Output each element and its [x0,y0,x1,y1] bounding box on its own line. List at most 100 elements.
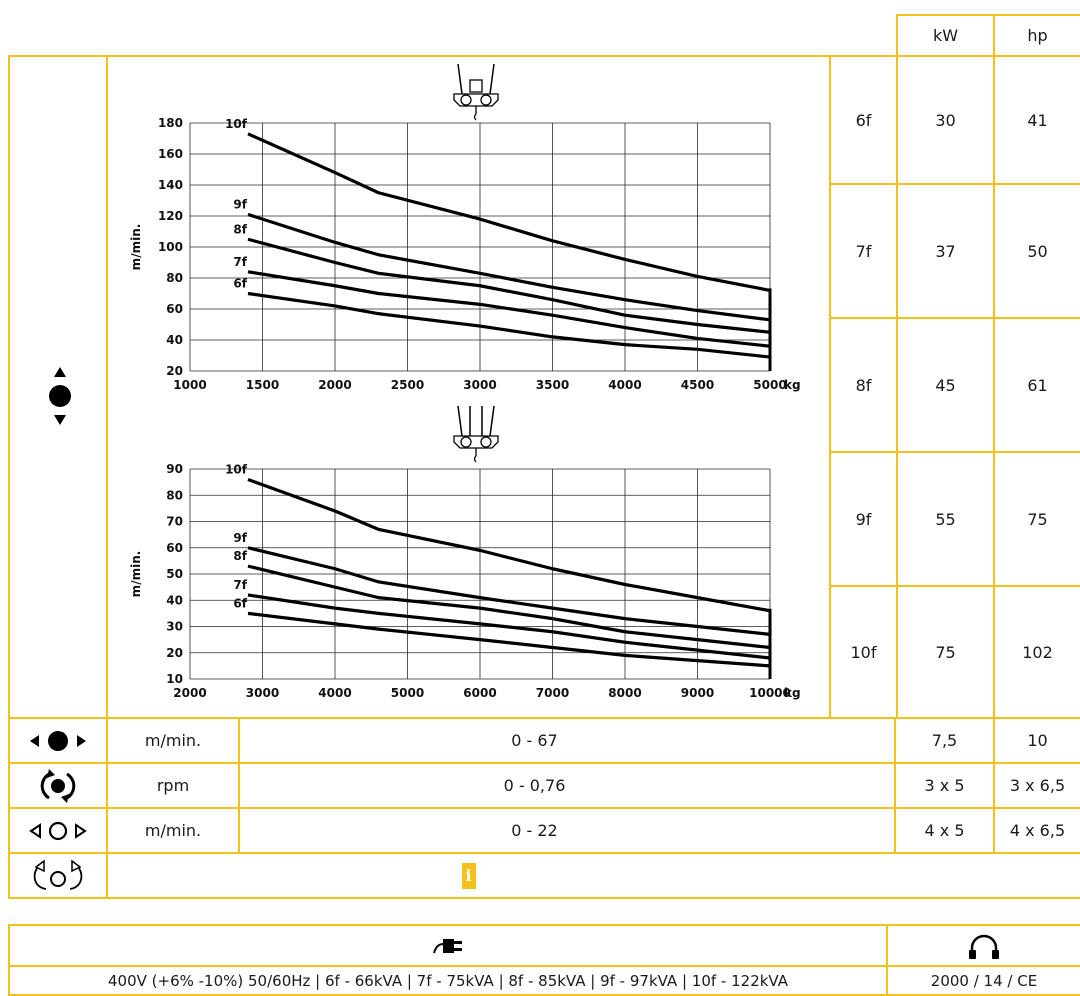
kw-value-8f: 45 [935,375,956,395]
chart-2-fall-reeving: 20 40 60 80 100 120 140 160 180 1000 1500 2000 2500 3… [129,116,801,392]
y-tick-label: 60 [166,541,183,555]
hp-value-10f: 102 [1022,642,1053,662]
y-tick-label: 80 [166,271,183,285]
x-tick-label: 6000 [463,686,496,700]
travel-outline-arrows-icon [10,809,106,852]
series-label-9f: 9f [233,197,247,211]
headphones-icon [888,926,1080,965]
series-line-8f [247,237,771,334]
series-line-9f [247,546,771,636]
row-label-9f: 9f [855,509,872,529]
y-tick-label: 20 [166,364,183,378]
y-tick-label: 140 [158,178,183,192]
series-label-7f: 7f [233,255,247,269]
x-tick-label: 4000 [318,686,351,700]
series-label-8f: 8f [233,549,247,563]
y-axis-label: m/min. [129,551,143,598]
series-label-7f: 7f [233,578,247,592]
rotation-icon [10,764,106,807]
header-kw: kW [932,26,959,45]
x-tick-label: 4000 [608,378,641,392]
x-tick-label: 8000 [608,686,641,700]
option-info-cell: i [108,854,829,897]
x-tick-label: 2500 [391,378,424,392]
series-label-6f: 6f [233,596,247,610]
noise-spec-text: 2000 / 14 / CE [930,971,1038,990]
drive-hp-1: 10 [1027,731,1048,750]
y-tick-label: 180 [158,116,183,130]
power-plug-icon [10,926,886,965]
row-label-10f: 10f [850,642,877,662]
series-line-10f [247,132,771,292]
travel-filled-arrows-icon [10,719,106,762]
drive-range-3: 0 - 22 [511,821,558,840]
x-axis-label: kg [784,686,801,700]
x-tick-label: 1500 [246,378,279,392]
x-tick-label: 3500 [536,378,569,392]
x-tick-label: 2000 [318,378,351,392]
series-label-8f: 8f [233,222,247,236]
row-label-8f: 8f [855,375,872,395]
x-tick-label: 1000 [173,378,206,392]
y-tick-label: 160 [158,147,183,161]
header-hp: hp [1027,26,1048,45]
row-label-7f: 7f [855,241,872,261]
reeving-2-fall-icon [453,63,499,121]
x-tick-label: 3000 [246,686,279,700]
x-tick-label: 9000 [681,686,714,700]
y-tick-label: 70 [166,515,183,529]
series-line-6f [247,611,771,668]
series-line-6f [247,291,771,359]
x-tick-label: 5000 [391,686,424,700]
kw-value-7f: 37 [935,241,956,261]
y-tick-label: 90 [166,462,183,476]
chart-4-fall-reeving: 10 20 30 40 50 60 70 80 90 2000 3000 4000 5000 6000 70… [129,462,801,700]
x-tick-label: 4500 [681,378,714,392]
x-tick-label: 5000 [753,378,786,392]
series-label-9f: 9f [233,531,247,545]
y-tick-label: 120 [158,209,183,223]
hp-value-9f: 75 [1027,509,1048,529]
power-supply-text: 400V (+6% -10%) 50/60Hz | 6f - 66kVA | 7… [108,971,788,990]
series-line-7f [247,593,771,660]
series-line-7f [247,270,771,348]
hp-value-7f: 50 [1027,241,1048,261]
x-tick-label: 10000 [749,686,791,700]
reeving-4-fall-icon [453,405,499,463]
drive-kw-3: 4 x 5 [924,821,965,840]
y-tick-label: 50 [166,567,183,581]
drive-kw-1: 7,5 [931,731,958,750]
drive-hp-2: 3 x 6,5 [1009,776,1066,795]
drive-unit-3: m/min. [144,821,202,840]
hp-value-6f: 41 [1027,110,1048,130]
y-tick-label: 10 [166,672,183,686]
charts-area: 20 40 60 80 100 120 140 160 180 1000 1500 2000 2500 3… [129,63,801,700]
series-line-9f [247,212,771,322]
kw-value-10f: 75 [935,642,956,662]
drive-range-1: 0 - 67 [511,731,558,750]
hoist-up-down-icon [40,365,80,435]
series-line-8f [247,564,771,650]
row-label-6f: 6f [855,110,872,130]
kw-value-9f: 55 [935,509,956,529]
series-label-10f: 10f [225,117,248,131]
y-tick-label: 40 [166,333,183,347]
kw-value-6f: 30 [935,110,956,130]
x-tick-label: 7000 [536,686,569,700]
hp-value-8f: 61 [1027,375,1048,395]
x-tick-label: 3000 [463,378,496,392]
drive-unit-1: m/min. [144,731,202,750]
y-tick-label: 30 [166,620,183,634]
drive-range-2: 0 - 0,76 [503,776,566,795]
tilt-rotate-icon [10,854,106,897]
y-axis-label: m/min. [129,224,143,271]
drive-kw-2: 3 x 5 [924,776,965,795]
drive-unit-2: rpm [156,776,190,795]
series-line-10f [247,477,771,613]
y-tick-label: 100 [158,240,183,254]
series-label-6f: 6f [233,277,247,291]
y-tick-label: 80 [166,488,183,502]
info-badge[interactable]: i [461,862,476,889]
y-tick-label: 60 [166,302,183,316]
x-axis-label: kg [784,378,801,392]
